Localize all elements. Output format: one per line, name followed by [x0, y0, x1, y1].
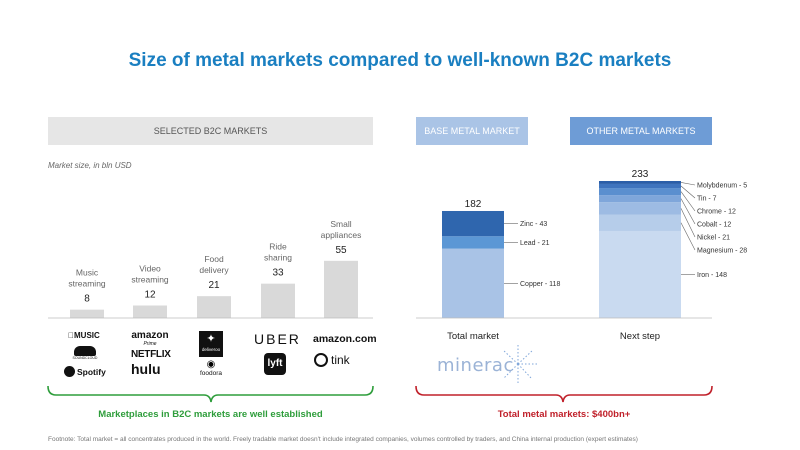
segment-label: Iron - 148 — [697, 272, 727, 279]
segment-label: Lead - 21 — [520, 240, 550, 247]
b2c-bar — [133, 305, 167, 318]
b2c-bar — [70, 309, 104, 318]
b2c-callout: Marketplaces in B2C markets are well est… — [98, 409, 323, 420]
metal-segment-lead — [442, 236, 504, 249]
netflix-logo: NETFLIX — [131, 349, 171, 360]
b2c-category-label: streaming — [131, 275, 169, 285]
uber-logo: UBER — [254, 331, 301, 347]
b2c-category-label: Music — [76, 268, 99, 278]
segment-label: Magnesium - 28 — [697, 247, 747, 254]
footnote: Footnote: Total market = all concentrate… — [48, 436, 638, 443]
hulu-logo: hulu — [131, 361, 161, 377]
segment-label: Cobalt - 12 — [697, 221, 731, 228]
banner-other-metal: OTHER METAL MARKETS — [570, 117, 712, 145]
b2c-category-label: streaming — [68, 279, 106, 289]
page-title: Size of metal markets compared to well-k… — [128, 50, 672, 71]
foodora-icon: ◉ — [206, 359, 216, 370]
metal-segment-nickel — [599, 202, 681, 215]
tink-icon — [314, 353, 328, 367]
metal-segment-magnesium — [599, 214, 681, 231]
b2c-bar-value: 8 — [84, 294, 90, 305]
segment-leader-line — [680, 198, 696, 225]
tink-logo: tink — [314, 353, 350, 367]
lyft-logo: lyft — [264, 353, 286, 375]
segment-label: Chrome - 12 — [697, 208, 736, 215]
segment-label: Zinc - 43 — [520, 221, 547, 228]
metal-total-value: 233 — [632, 169, 649, 180]
b2c-category-label: delivery — [199, 265, 229, 275]
segment-label: Molybdenum - 5 — [697, 182, 747, 189]
b2c-bar-value: 12 — [144, 290, 156, 301]
segment-label: Tin - 7 — [697, 195, 717, 202]
b2c-bar — [197, 296, 231, 318]
segment-leader-line — [680, 208, 696, 238]
soundcloud-logo: SOUNDCLOUD — [70, 346, 100, 360]
b2c-category-label: Video — [139, 264, 161, 274]
b2c-category-label: Small — [330, 219, 351, 229]
minerac-logo: minerac — [437, 355, 514, 376]
b2c-category-label: Food — [204, 254, 224, 264]
segment-label: Nickel - 21 — [697, 234, 730, 241]
metal-segment-zinc — [442, 210, 504, 237]
banner-b2c-markets: SELECTED B2C MARKETS — [48, 117, 373, 145]
amazon-prime-logo: amazon Prime — [131, 330, 169, 348]
spotify-logo: Spotify — [64, 366, 106, 377]
foodora-logo: ◉ foodora — [196, 359, 226, 378]
metal-segment-cobalt — [599, 195, 681, 203]
spotify-icon — [64, 366, 75, 377]
deliveroo-logo: ✦ deliveroo — [199, 331, 223, 357]
b2c-category-label: Ride — [269, 242, 287, 252]
metal-segment-iron — [599, 230, 681, 318]
b2c-bar — [261, 283, 295, 318]
metal-segment-molybdenum — [599, 180, 681, 184]
segment-label: Copper - 118 — [520, 281, 560, 288]
banner-base-metal: BASE METAL MARKET — [416, 117, 528, 145]
metal-total-value: 182 — [465, 199, 482, 210]
kangaroo-icon: ✦ — [206, 333, 216, 345]
unit-note: Market size, in bln USD — [48, 161, 132, 170]
segment-leader-line — [680, 182, 696, 186]
b2c-category-label: appliances — [321, 230, 362, 240]
b2c-bar-value: 21 — [208, 280, 220, 291]
segment-leader-line — [680, 222, 696, 251]
b2c-bar — [324, 260, 358, 318]
metal-segment-copper — [442, 248, 504, 318]
metal-category-label: Next step — [620, 331, 660, 342]
metals-callout: Total metal markets: $400bn+ — [497, 409, 631, 420]
segment-leader-line — [680, 191, 696, 212]
metal-segment-tin — [599, 183, 681, 189]
segment-leader-line — [680, 185, 696, 199]
apple-music-logo: MUSIC — [68, 331, 100, 340]
b2c-bar-value: 55 — [335, 245, 347, 256]
cloud-icon — [74, 346, 96, 356]
metal-category-label: Total market — [447, 331, 499, 342]
metal-segment-chrome — [599, 188, 681, 196]
amazon-com-logo: amazon.com — [313, 333, 377, 345]
b2c-category-label: sharing — [264, 253, 292, 263]
b2c-bar-value: 33 — [272, 268, 284, 279]
